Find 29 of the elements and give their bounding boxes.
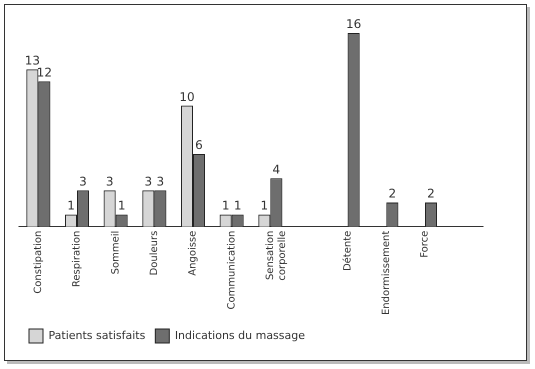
legend-label: Patients satisfaits [48, 328, 146, 342]
x-tick-label: Communication [226, 230, 238, 310]
x-tick-label: Constipation [32, 230, 44, 294]
x-tick-label: Endormissement [380, 230, 392, 316]
x-tick-label: Respiration [72, 230, 83, 288]
x-tick-label: Détente [342, 230, 354, 272]
data-label: 1 [222, 198, 230, 213]
data-label: 2 [427, 186, 435, 201]
data-label: 2 [388, 186, 396, 201]
legend-label: Indications du massage [174, 328, 306, 342]
data-label: 3 [79, 174, 87, 189]
x-tick-label: Sommeil [110, 230, 122, 274]
data-label: 16 [346, 17, 362, 32]
x-tick-label: Douleurs [148, 230, 160, 276]
data-label: 3 [106, 174, 114, 189]
x-tick-label: Force [420, 230, 431, 258]
x-tick-label: Sensation corporelle [264, 230, 288, 281]
data-label: 1 [260, 198, 268, 213]
data-label: 3 [144, 174, 152, 189]
data-label: 3 [156, 174, 164, 189]
data-label: 1 [67, 198, 75, 213]
data-label: 1 [118, 198, 126, 213]
x-tick-label: Angoisse [188, 230, 199, 276]
data-label: 12 [36, 66, 52, 80]
data-label: 6 [195, 138, 203, 152]
data-label: 4 [272, 162, 280, 176]
data-label: 1 [234, 198, 242, 213]
data-label: 10 [179, 90, 195, 104]
data-label: 13 [24, 53, 40, 68]
